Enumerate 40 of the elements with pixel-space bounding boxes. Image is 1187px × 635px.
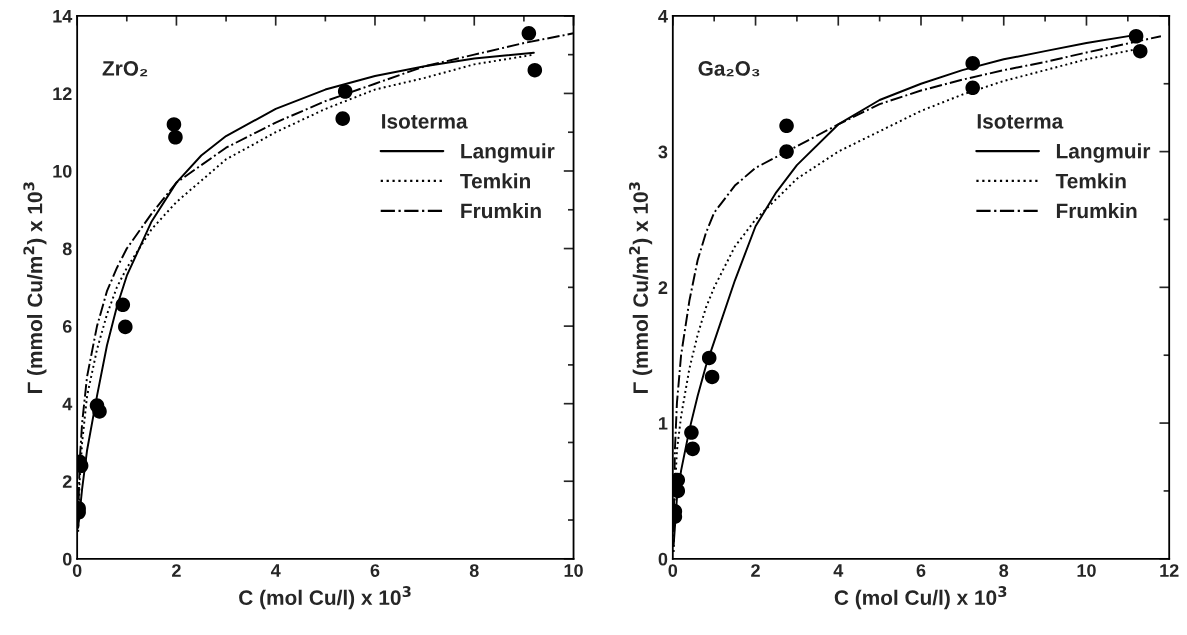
x-tick-label: 0 (668, 564, 678, 577)
annotation: Ga₂O₃ (698, 61, 760, 77)
x-tick-label: 10 (564, 564, 583, 577)
legend-label: Temkin (460, 173, 530, 189)
x-tick-label: 10 (1077, 564, 1096, 577)
x-tick-label: 6 (370, 564, 380, 577)
y-tick-label: 0 (658, 552, 668, 566)
x-tick-label: 4 (270, 564, 281, 577)
y-tick-label: 4 (658, 10, 668, 23)
y-tick-label: 0 (62, 552, 72, 566)
x-tick-label: 0 (72, 564, 82, 577)
y-tick-label: 3 (658, 145, 668, 159)
legend-title: Isoterma (977, 114, 1064, 129)
y-tick-label: 8 (62, 242, 72, 256)
y-tick-label: 14 (53, 10, 73, 23)
y-tick-label: 12 (53, 87, 72, 100)
annotation: ZrO₂ (102, 61, 148, 77)
y-axis-title: Γ (mmol Cu/m$^{2}$) x 10$^{3}$ (23, 182, 47, 393)
y-tick-label: 2 (62, 475, 72, 488)
legend-label: Frumkin (461, 202, 541, 219)
x-tick-label: 4 (833, 564, 844, 577)
y-tick-label: 10 (53, 164, 72, 178)
x-axis-title: C (mol Cu/l) x 10$^{3}$ (239, 586, 411, 610)
x-axis-title: C (mol Cu/l) x 10$^{3}$ (834, 586, 1007, 610)
y-tick-label: 2 (658, 281, 668, 294)
legend-label: Langmuir (1056, 143, 1151, 163)
y-tick-label: 6 (62, 320, 72, 333)
x-tick-label: 6 (916, 564, 926, 577)
y-tick-label: 1 (659, 417, 668, 430)
x-tick-label: 12 (1160, 564, 1179, 577)
x-tick-label: 2 (172, 564, 181, 577)
x-tick-label: 8 (999, 564, 1009, 577)
legend-label: Temkin (1055, 173, 1126, 189)
legend-label: Frumkin (1056, 202, 1137, 219)
y-axis-title: Γ (mmol Cu/m$^{2}$) x 10$^{3}$ (629, 182, 653, 393)
x-tick-label: 2 (751, 564, 760, 577)
x-tick-label: 8 (469, 564, 479, 577)
legend-title: Isoterma (382, 114, 468, 129)
legend-label: Langmuir (461, 143, 555, 163)
y-tick-label: 4 (62, 397, 73, 411)
